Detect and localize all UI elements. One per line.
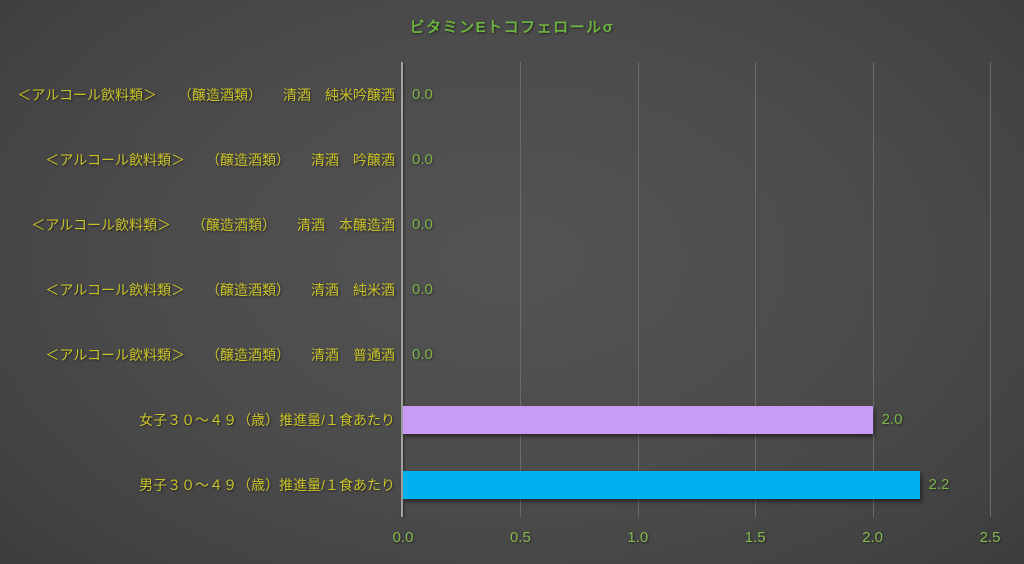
- bar-row: 0.0: [403, 192, 990, 257]
- bar-row: 0.0: [403, 127, 990, 192]
- category-label: ＜アルコール飲料類＞ （醸造酒類） 清酒 純米吟醸酒: [17, 86, 395, 103]
- category-label: ＜アルコール飲料類＞ （醸造酒類） 清酒 吟醸酒: [45, 151, 395, 168]
- x-tick: 0.0: [392, 529, 414, 546]
- data-label: 0.0: [412, 216, 433, 233]
- category-label: 女子３０〜４９（歳）推進量/１食あたり: [139, 411, 395, 428]
- x-tick: 1.5: [744, 529, 766, 546]
- data-label: 2.0: [881, 411, 903, 428]
- gridline-0.5: [520, 62, 522, 517]
- bar-row: 2.0: [403, 387, 990, 452]
- plot-area: 0.0 0.0 0.0 0.0 0.0 2.0 2.2: [401, 62, 991, 517]
- data-label: 0.0: [412, 151, 433, 168]
- data-label: 2.2: [928, 476, 950, 493]
- gridline-1.5: [755, 62, 757, 517]
- data-label: 0.0: [412, 346, 433, 363]
- x-tick: 1.0: [627, 529, 649, 546]
- bar-male-recommended: [403, 470, 920, 499]
- category-label: ＜アルコール飲料類＞ （醸造酒類） 清酒 本醸造酒: [31, 216, 395, 233]
- gridline-1.0: [637, 62, 639, 517]
- bar-row: 0.0: [403, 62, 990, 127]
- category-label: ＜アルコール飲料類＞ （醸造酒類） 清酒 純米酒: [45, 281, 395, 298]
- chart-title: ビタミンEトコフェロールσ: [409, 19, 615, 36]
- category-axis: ＜アルコール飲料類＞ （醸造酒類） 清酒 純米吟醸酒 ＜アルコール飲料類＞ （醸…: [0, 62, 395, 517]
- data-label: 0.0: [412, 281, 433, 298]
- bar-row: 0.0: [403, 257, 990, 322]
- value-axis: 0.0 0.5 1.0 1.5 2.0 2.5: [393, 529, 1001, 551]
- x-tick: 2.0: [862, 529, 884, 546]
- data-label: 0.0: [412, 86, 433, 103]
- bar-row: 0.0: [403, 322, 990, 387]
- gridline-2.5: [990, 62, 991, 517]
- x-tick: 2.5: [979, 529, 1001, 546]
- category-label: ＜アルコール飲料類＞ （醸造酒類） 清酒 普通酒: [45, 346, 395, 363]
- x-tick: 0.5: [509, 529, 531, 546]
- bar-row: 2.2: [403, 452, 990, 517]
- bar-female-recommended: [403, 405, 873, 434]
- category-label: 男子３０〜４９（歳）推進量/１食あたり: [139, 476, 395, 493]
- value-axis-line: [401, 62, 403, 517]
- gridline-2.0: [872, 62, 874, 517]
